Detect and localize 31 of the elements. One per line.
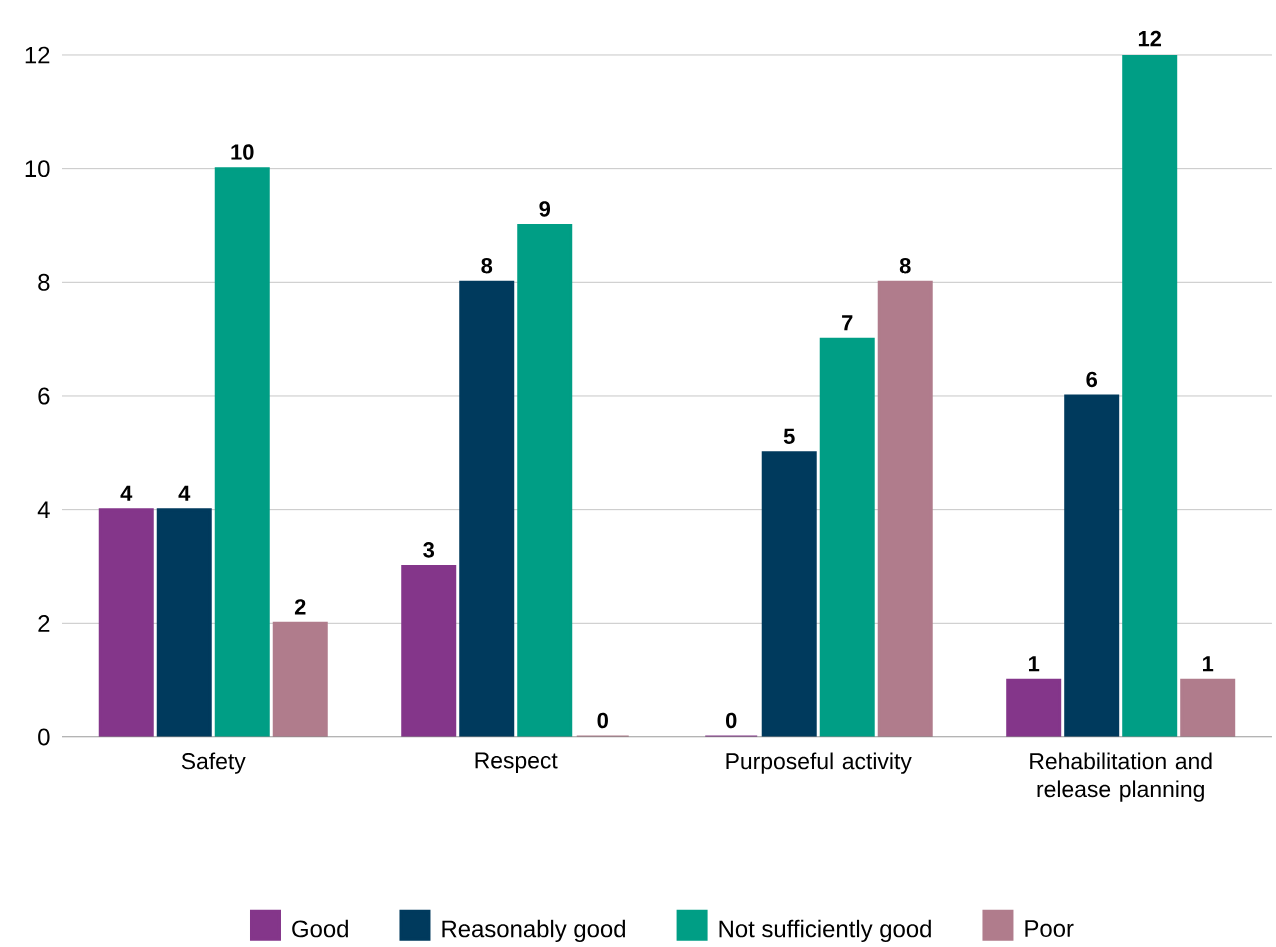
data-label: 7 (842, 315, 853, 331)
data-label: 12 (1138, 30, 1162, 47)
data-label: 0 (725, 712, 737, 729)
data-label: 5 (783, 428, 795, 444)
data-label: 3 (423, 542, 435, 558)
data-label: 1 (1202, 656, 1214, 672)
data-label: 10 (231, 144, 254, 160)
y-tick-label: 10 (25, 160, 50, 178)
x-tick-label: Respect (475, 752, 558, 774)
y-tick-label: 8 (38, 273, 50, 291)
data-label: 8 (481, 257, 493, 274)
data-label: 9 (539, 201, 551, 217)
data-label: 4 (178, 485, 191, 501)
data-label: 2 (294, 599, 306, 615)
y-tick-label: 12 (25, 46, 50, 64)
data-label: 6 (1086, 371, 1098, 388)
data-label: 4 (120, 485, 133, 501)
data-label: 1 (1028, 656, 1040, 672)
y-tick-label: 2 (38, 614, 50, 632)
legend-label: Good (292, 919, 348, 938)
x-tick-label: Safety (181, 752, 246, 774)
legend-label: Reasonably good (442, 919, 625, 943)
data-label: 0 (597, 712, 608, 729)
y-tick-label: 0 (38, 728, 50, 746)
y-tick-label: 6 (38, 387, 50, 405)
x-tick-label: Rehabilitation and release planning (1030, 752, 1212, 802)
y-tick-label: 4 (37, 501, 50, 518)
x-tick-label: Purposeful activity (726, 752, 912, 774)
legend-label: Not sufficiently good (719, 919, 931, 943)
legend-label: Poor (1025, 920, 1074, 937)
data-label: 8 (899, 257, 911, 274)
